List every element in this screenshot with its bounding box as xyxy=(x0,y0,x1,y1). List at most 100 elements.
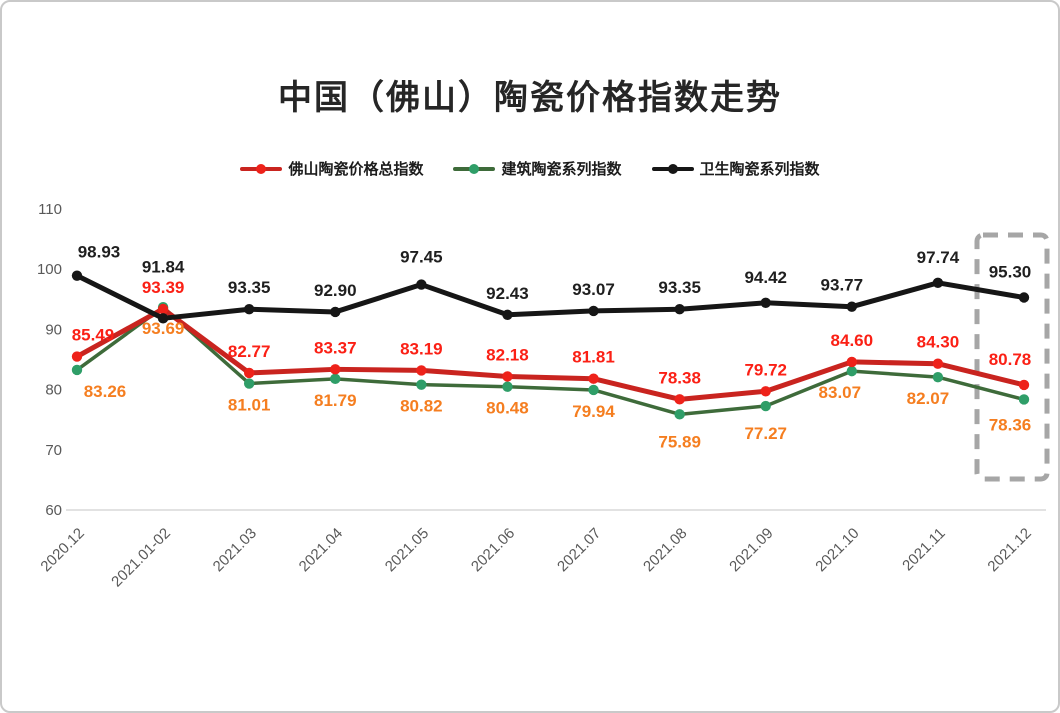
data-label: 93.39 xyxy=(142,278,185,297)
data-point xyxy=(243,367,255,379)
data-label: 82.07 xyxy=(907,389,950,408)
data-label: 80.78 xyxy=(989,350,1032,369)
legend-item-sanitary-index: 卫生陶瓷系列指数 xyxy=(651,158,820,179)
y-tick-label: 80 xyxy=(45,382,62,399)
data-label: 80.82 xyxy=(400,397,443,416)
data-point xyxy=(760,400,771,412)
data-point xyxy=(932,277,944,289)
data-label: 93.69 xyxy=(142,319,185,338)
x-tick-label: 2021.09 xyxy=(726,525,776,575)
data-point xyxy=(502,309,513,320)
data-point xyxy=(760,386,771,397)
data-label: 83.19 xyxy=(400,339,443,358)
legend: 佛山陶瓷价格总指数 建筑陶瓷系列指数 卫生陶瓷系列指数 xyxy=(2,158,1058,179)
data-point xyxy=(760,297,771,308)
data-label: 97.74 xyxy=(917,248,960,267)
x-tick-label: 2021.03 xyxy=(210,525,260,575)
data-label: 83.37 xyxy=(314,338,357,357)
data-point xyxy=(846,356,858,368)
data-point xyxy=(846,365,858,377)
data-point xyxy=(502,381,513,392)
data-point xyxy=(1018,292,1030,303)
data-label: 83.07 xyxy=(819,383,862,402)
series-line xyxy=(74,273,1027,321)
series-line xyxy=(75,305,1026,417)
data-label: 75.89 xyxy=(658,432,701,451)
legend-marker-green-line-icon xyxy=(453,163,496,175)
data-label: 79.94 xyxy=(572,402,615,421)
data-point xyxy=(502,371,513,382)
data-label: 77.27 xyxy=(744,424,787,443)
data-label: 81.81 xyxy=(572,348,615,367)
x-tick-label: 2021.10 xyxy=(812,525,862,575)
data-point xyxy=(1018,379,1030,391)
data-point xyxy=(674,409,685,420)
legend-item-building-index: 建筑陶瓷系列指数 xyxy=(453,158,622,179)
legend-label: 建筑陶瓷系列指数 xyxy=(501,161,622,178)
data-label: 93.07 xyxy=(572,280,615,299)
legend-label: 卫生陶瓷系列指数 xyxy=(699,161,820,178)
data-label: 79.72 xyxy=(744,360,787,379)
data-point xyxy=(932,358,944,369)
data-point xyxy=(157,303,169,315)
legend-marker-black-line-icon xyxy=(651,163,694,175)
data-point xyxy=(157,313,169,324)
data-label: 84.60 xyxy=(831,331,874,350)
data-label: 98.93 xyxy=(78,243,121,262)
data-point xyxy=(416,365,427,376)
data-label: 92.90 xyxy=(314,281,357,300)
data-point xyxy=(330,306,341,318)
x-tick-label: 2021.11 xyxy=(899,525,949,575)
data-label: 91.84 xyxy=(142,257,185,276)
data-label: 93.77 xyxy=(821,276,864,295)
data-label: 83.26 xyxy=(84,382,127,401)
x-tick-label: 2021.07 xyxy=(554,525,604,575)
data-point xyxy=(71,364,83,376)
data-point xyxy=(243,378,255,389)
data-label: 81.79 xyxy=(314,391,357,410)
data-point xyxy=(71,270,83,281)
data-point xyxy=(416,279,427,290)
y-tick-label: 110 xyxy=(38,201,62,218)
x-tick-label: 2020.12 xyxy=(37,525,87,575)
data-point xyxy=(330,364,341,375)
highlight-box xyxy=(974,232,1050,482)
x-tick-label: 2021.01-02 xyxy=(108,525,174,591)
x-tick-label: 2021.08 xyxy=(640,525,690,575)
data-label: 95.30 xyxy=(989,262,1032,281)
data-point xyxy=(588,384,599,396)
chart-title: 中国（佛山）陶瓷价格指数走势 xyxy=(278,79,782,117)
y-tick-label: 100 xyxy=(37,261,62,278)
data-point xyxy=(243,304,255,315)
x-tick-label: 2021.12 xyxy=(984,525,1034,575)
data-label: 80.48 xyxy=(486,399,529,418)
data-point xyxy=(932,371,944,383)
data-label: 85.49 xyxy=(72,326,115,345)
data-point xyxy=(674,304,685,315)
data-label: 93.35 xyxy=(658,278,701,297)
data-label: 94.42 xyxy=(744,268,787,287)
legend-label: 佛山陶瓷价格总指数 xyxy=(288,161,424,178)
data-point xyxy=(416,379,427,390)
data-label: 81.01 xyxy=(228,396,271,415)
y-tick-label: 70 xyxy=(45,442,62,459)
data-label: 97.45 xyxy=(400,248,443,267)
y-tick-label: 60 xyxy=(45,502,62,519)
legend-marker-red-line-icon xyxy=(240,163,283,175)
legend-item-total-index: 佛山陶瓷价格总指数 xyxy=(240,158,423,179)
data-label: 92.43 xyxy=(486,284,529,303)
data-point xyxy=(1018,394,1030,405)
data-point xyxy=(846,301,858,312)
data-point xyxy=(674,394,685,405)
line-chart: 110 100 90 80 70 60 2020.12 2021.01-02 2021.03 20… xyxy=(37,201,1050,591)
data-point xyxy=(71,351,83,362)
data-label: 84.30 xyxy=(917,333,960,352)
data-label: 93.35 xyxy=(228,278,271,297)
x-tick-label: 2021.05 xyxy=(382,525,432,575)
data-label: 82.77 xyxy=(228,342,271,361)
data-label: 78.38 xyxy=(658,368,701,387)
data-point xyxy=(588,373,599,384)
data-point xyxy=(330,373,341,385)
y-tick-label: 90 xyxy=(45,321,62,338)
